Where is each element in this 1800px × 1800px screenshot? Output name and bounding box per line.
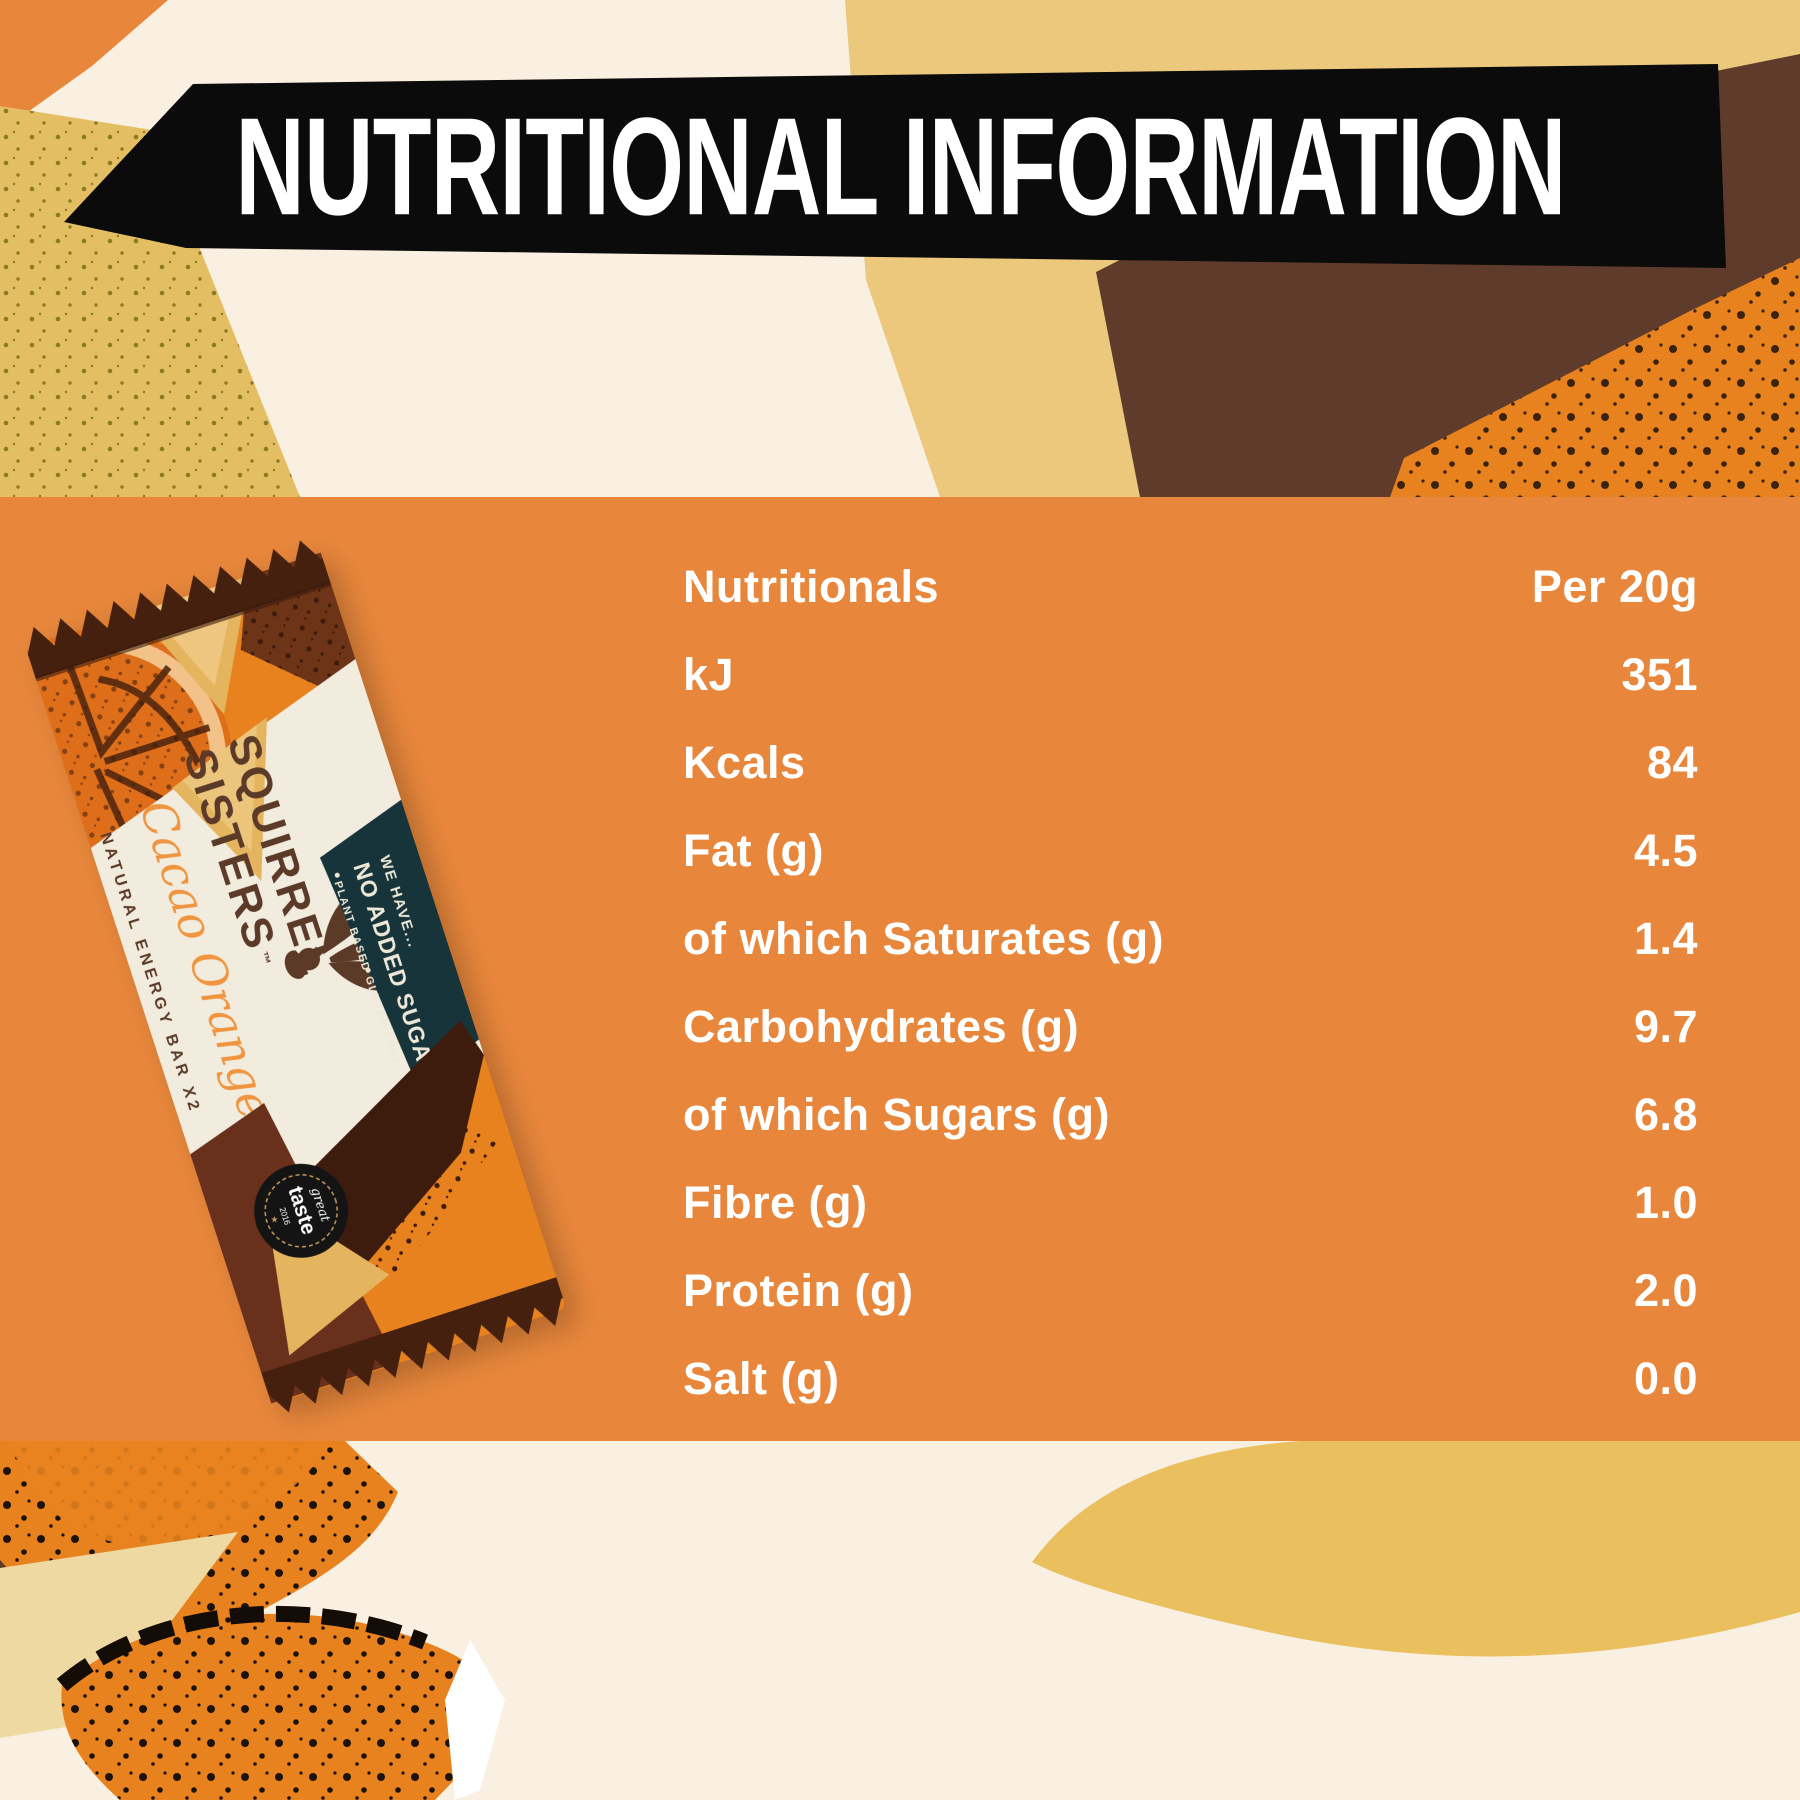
page-title: NUTRITIONAL INFORMATION: [234, 88, 1566, 244]
table-header: Nutritionals Per 20g Per 100g: [0, 543, 1800, 631]
row-label: of which Saturates (g): [683, 913, 1165, 964]
row-per100: 4.8: [1698, 1177, 1800, 1229]
mustard-leaf-shape: [1032, 1441, 1800, 1657]
bullet-dot-icon: [365, 967, 371, 973]
row-label: kJ: [683, 649, 735, 700]
row-per100: 9.9: [1698, 1265, 1800, 1317]
claim-bubble-tail: [319, 837, 355, 892]
row-per20: 2.0: [1633, 1265, 1698, 1316]
table-row: Salt (g) 0.0 0.03: [0, 1335, 1800, 1423]
row-per100: 7.0: [1698, 913, 1800, 965]
table-row: Protein (g) 2.0 9.9: [0, 1247, 1800, 1335]
white-accent: [445, 1640, 505, 1800]
table-row: Kcals 84 419: [0, 719, 1800, 807]
header-nutritionals: Nutritionals: [683, 561, 940, 612]
row-label: of which Sugars (g): [683, 1089, 1111, 1140]
row-per20: 0.0: [1633, 1353, 1698, 1404]
header-per-20g: Per 20g: [1531, 561, 1698, 612]
row-label: Fat (g): [683, 825, 824, 876]
table-row: of which Saturates (g) 1.4 7.0: [0, 895, 1800, 983]
row-label: Fibre (g): [683, 1177, 868, 1228]
row-per100: 33.9: [1698, 1089, 1800, 1141]
table-row: Carbohydrates (g) 9.7 48.5: [0, 983, 1800, 1071]
row-per100: 48.5: [1698, 1001, 1800, 1053]
row-per100: 0.03: [1698, 1353, 1800, 1405]
row-per100: 22.4: [1698, 825, 1800, 877]
row-label: Salt (g): [683, 1353, 840, 1404]
table-row: kJ 351 1753: [0, 631, 1800, 719]
row-label: Protein (g): [683, 1265, 914, 1316]
row-per20: 9.7: [1633, 1001, 1698, 1052]
header-per-100g: Per 100g: [1698, 561, 1800, 613]
fruit-outline-brush: [56, 1605, 428, 1692]
top-crimp-seal: [27, 540, 331, 679]
row-per20: 1.0: [1633, 1177, 1698, 1228]
row-per20: 4.5: [1633, 825, 1698, 876]
table-row: of which Sugars (g) 6.8 33.9: [0, 1071, 1800, 1159]
fruit-bottom-texture: [61, 1613, 500, 1800]
bottom-crimp-seal: [261, 1277, 564, 1413]
great-taste-badge: great taste 2016 ★: [254, 1163, 349, 1258]
cacao-brush-speckle: [300, 1115, 501, 1277]
row-per20: 84: [1646, 737, 1698, 788]
bullet-dot-icon: [334, 872, 340, 878]
tan-triangle: [0, 1532, 238, 1738]
trademark-symbol: ™: [256, 950, 274, 967]
crimp-shadow: [35, 581, 332, 682]
row-per100: 1753: [1698, 649, 1800, 701]
table-row: Fat (g) 4.5 22.4: [0, 807, 1800, 895]
row-per20: 6.8: [1633, 1089, 1698, 1140]
row-per20: 1.4: [1633, 913, 1698, 964]
row-label: Kcals: [683, 737, 806, 788]
fruit-top-swoosh: [10, 1441, 330, 1546]
row-per100: 419: [1698, 737, 1800, 789]
row-label: Carbohydrates (g): [683, 1001, 1080, 1052]
product-pack: SQUIRREL SISTERS ™ Cacao Orange NATURAL …: [17, 526, 574, 1430]
badge-star-icon: ★: [269, 1214, 281, 1225]
orange-wedge-texture: [1390, 258, 1800, 497]
table-row: Fibre (g) 1.0 4.8: [0, 1159, 1800, 1247]
claim-bubble: [319, 799, 479, 1086]
row-per20: 351: [1621, 649, 1698, 700]
gold-wedge-highlight: [182, 724, 257, 851]
